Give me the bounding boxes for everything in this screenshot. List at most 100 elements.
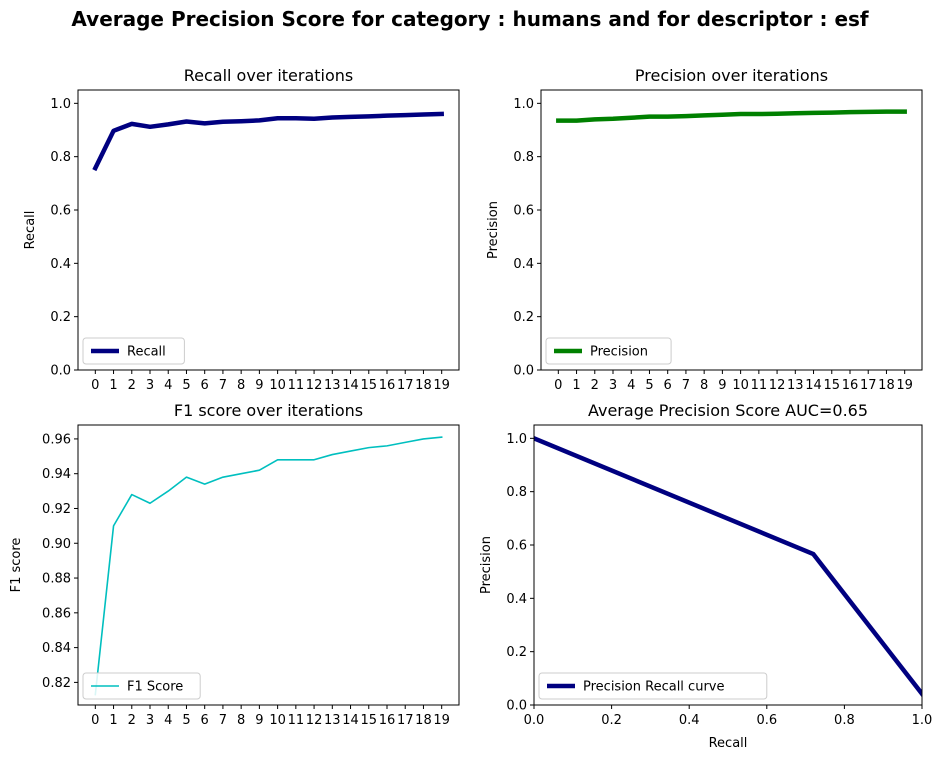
x-tick-label: 0.0 (524, 713, 545, 728)
x-tick-label: 8 (237, 713, 245, 728)
x-tick-label: 5 (182, 378, 190, 393)
panel-title: F1 score over iterations (174, 401, 363, 420)
x-tick-label: 2 (128, 378, 136, 393)
x-tick-label: 13 (787, 378, 804, 393)
x-tick-label: 0.8 (834, 713, 855, 728)
y-tick-label: 0.4 (506, 592, 527, 607)
series-line (534, 435, 922, 697)
y-axis-label: F1 score (9, 538, 24, 593)
y-tick-label: 0.84 (42, 641, 71, 656)
x-tick-label: 15 (360, 713, 377, 728)
legend-label: Precision (590, 345, 648, 360)
x-tick-label: 5 (645, 378, 653, 393)
y-tick-label: 0.2 (513, 310, 534, 325)
x-tick-label: 9 (255, 713, 263, 728)
legend-box (82, 672, 201, 700)
y-tick-label: 0.4 (50, 257, 71, 272)
x-tick-label: 1 (109, 378, 117, 393)
axes-frame (533, 424, 923, 706)
x-tick-label: 7 (682, 378, 690, 393)
x-tick-label: 15 (823, 378, 840, 393)
x-tick-label: 10 (732, 378, 749, 393)
x-tick-label: 0 (91, 713, 99, 728)
series-line (94, 436, 443, 696)
x-tick-label: 4 (164, 378, 172, 393)
series-line (556, 109, 907, 123)
x-tick-label: 14 (805, 378, 822, 393)
x-tick-label: 16 (379, 713, 396, 728)
x-tick-label: 2 (591, 378, 599, 393)
y-axis-label: Precision (486, 201, 501, 259)
x-tick-label: 8 (237, 378, 245, 393)
legend-label: Precision Recall curve (583, 680, 724, 695)
x-tick-label: 13 (324, 378, 341, 393)
x-tick-label: 0 (554, 378, 562, 393)
x-tick-label: 8 (700, 378, 708, 393)
x-tick-label: 3 (609, 378, 617, 393)
panel-title: Recall over iterations (184, 66, 354, 85)
x-tick-label: 0.6 (756, 713, 777, 728)
recall-panel: Recall over iterations Recall 0.0 0.2 0.4 0.6… (23, 66, 460, 393)
x-tick-label: 14 (342, 378, 359, 393)
x-tick-label: 17 (397, 378, 414, 393)
x-tick-label: 7 (219, 713, 227, 728)
y-tick-label: 0.8 (506, 485, 527, 500)
x-tick-label: 3 (146, 378, 154, 393)
y-tick-label: 0.2 (50, 310, 71, 325)
f1-panel: F1 score over iterations F1 score 0.82 0.84… (9, 401, 460, 728)
x-tick-label: 17 (397, 713, 414, 728)
y-axis-label: Precision (479, 536, 494, 594)
legend: F1 Score (82, 672, 201, 700)
y-tick-label: 0.94 (42, 467, 71, 482)
panel-title: Precision over iterations (635, 66, 828, 85)
legend-box (82, 337, 185, 365)
x-tick-label: 19 (433, 378, 450, 393)
x-tick-label: 11 (288, 713, 305, 728)
legend: Recall (82, 337, 185, 365)
y-tick-label: 0.6 (50, 204, 71, 219)
x-tick-label: 0.4 (679, 713, 700, 728)
y-tick-label: 0.86 (42, 606, 71, 621)
x-tick-label: 3 (146, 713, 154, 728)
x-axis-label: Recall (709, 736, 748, 751)
panel-title: Average Precision Score AUC=0.65 (588, 401, 868, 420)
x-tick-label: 12 (769, 378, 786, 393)
y-axis-label: Recall (23, 211, 38, 250)
x-tick-label: 13 (324, 713, 341, 728)
y-tick-label: 1.0 (513, 97, 534, 112)
x-tick-label: 9 (718, 378, 726, 393)
axes-frame (77, 424, 460, 706)
y-tick-label: 0.8 (50, 150, 71, 165)
x-tick-label: 12 (306, 713, 323, 728)
series-line (92, 111, 444, 172)
legend-box (538, 672, 768, 700)
x-tick-label: 14 (342, 713, 359, 728)
x-tick-label: 17 (860, 378, 877, 393)
x-tick-label: 18 (415, 713, 432, 728)
x-tick-label: 0 (91, 378, 99, 393)
x-tick-label: 12 (306, 378, 323, 393)
x-tick-label: 16 (842, 378, 859, 393)
legend-box (545, 337, 672, 365)
x-tick-label: 11 (751, 378, 768, 393)
x-tick-label: 18 (878, 378, 895, 393)
x-tick-label: 10 (269, 713, 286, 728)
x-tick-label: 6 (664, 378, 672, 393)
y-tick-label: 0.0 (506, 699, 527, 714)
y-tick-label: 0.90 (42, 537, 71, 552)
y-tick-label: 0.0 (513, 364, 534, 379)
x-tick-label: 11 (288, 378, 305, 393)
x-tick-label: 6 (201, 378, 209, 393)
y-tick-label: 0.4 (513, 257, 534, 272)
legend-label: F1 Score (127, 680, 183, 695)
y-tick-label: 0.92 (42, 502, 71, 517)
x-tick-label: 4 (627, 378, 635, 393)
figure-title: Average Precision Score for category : h… (71, 7, 869, 31)
y-tick-label: 0.6 (506, 539, 527, 554)
x-tick-label: 19 (896, 378, 913, 393)
x-tick-label: 18 (415, 378, 432, 393)
x-tick-label: 6 (201, 713, 209, 728)
axes-frame (77, 89, 460, 371)
precision-panel: Precision over iterations Precision 0.0 0.2… (486, 66, 923, 393)
